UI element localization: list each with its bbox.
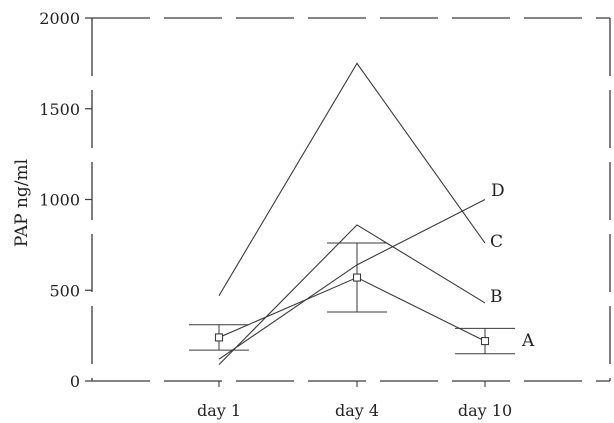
x-tick-label: day 1 bbox=[197, 401, 241, 420]
series-line-c bbox=[218, 62, 486, 296]
series-line-b bbox=[218, 224, 486, 366]
y-axis: 0 500 1000 1500 2000 bbox=[39, 9, 92, 391]
y-axis-title: PAP ng/ml bbox=[12, 159, 32, 247]
series-line-d bbox=[218, 199, 486, 360]
data-point bbox=[480, 337, 490, 346]
data-point bbox=[352, 273, 362, 282]
series-label-d: D bbox=[491, 181, 505, 201]
y-tick-label: 500 bbox=[49, 281, 80, 300]
series-label-a: A bbox=[521, 331, 535, 351]
data-point bbox=[214, 333, 224, 342]
x-tick-label: day 10 bbox=[458, 401, 512, 420]
series-label-b: B bbox=[490, 287, 503, 307]
y-tick-label: 1000 bbox=[39, 191, 80, 210]
series-label-c: C bbox=[490, 232, 503, 252]
y-tick-label: 1500 bbox=[39, 100, 80, 119]
x-tick-label: day 4 bbox=[335, 401, 379, 420]
y-tick-label: 2000 bbox=[39, 9, 80, 28]
y-tick-label: 0 bbox=[70, 372, 80, 391]
series-group: A B C D bbox=[189, 62, 535, 366]
x-axis: day 1 day 4 day 10 bbox=[197, 381, 512, 420]
